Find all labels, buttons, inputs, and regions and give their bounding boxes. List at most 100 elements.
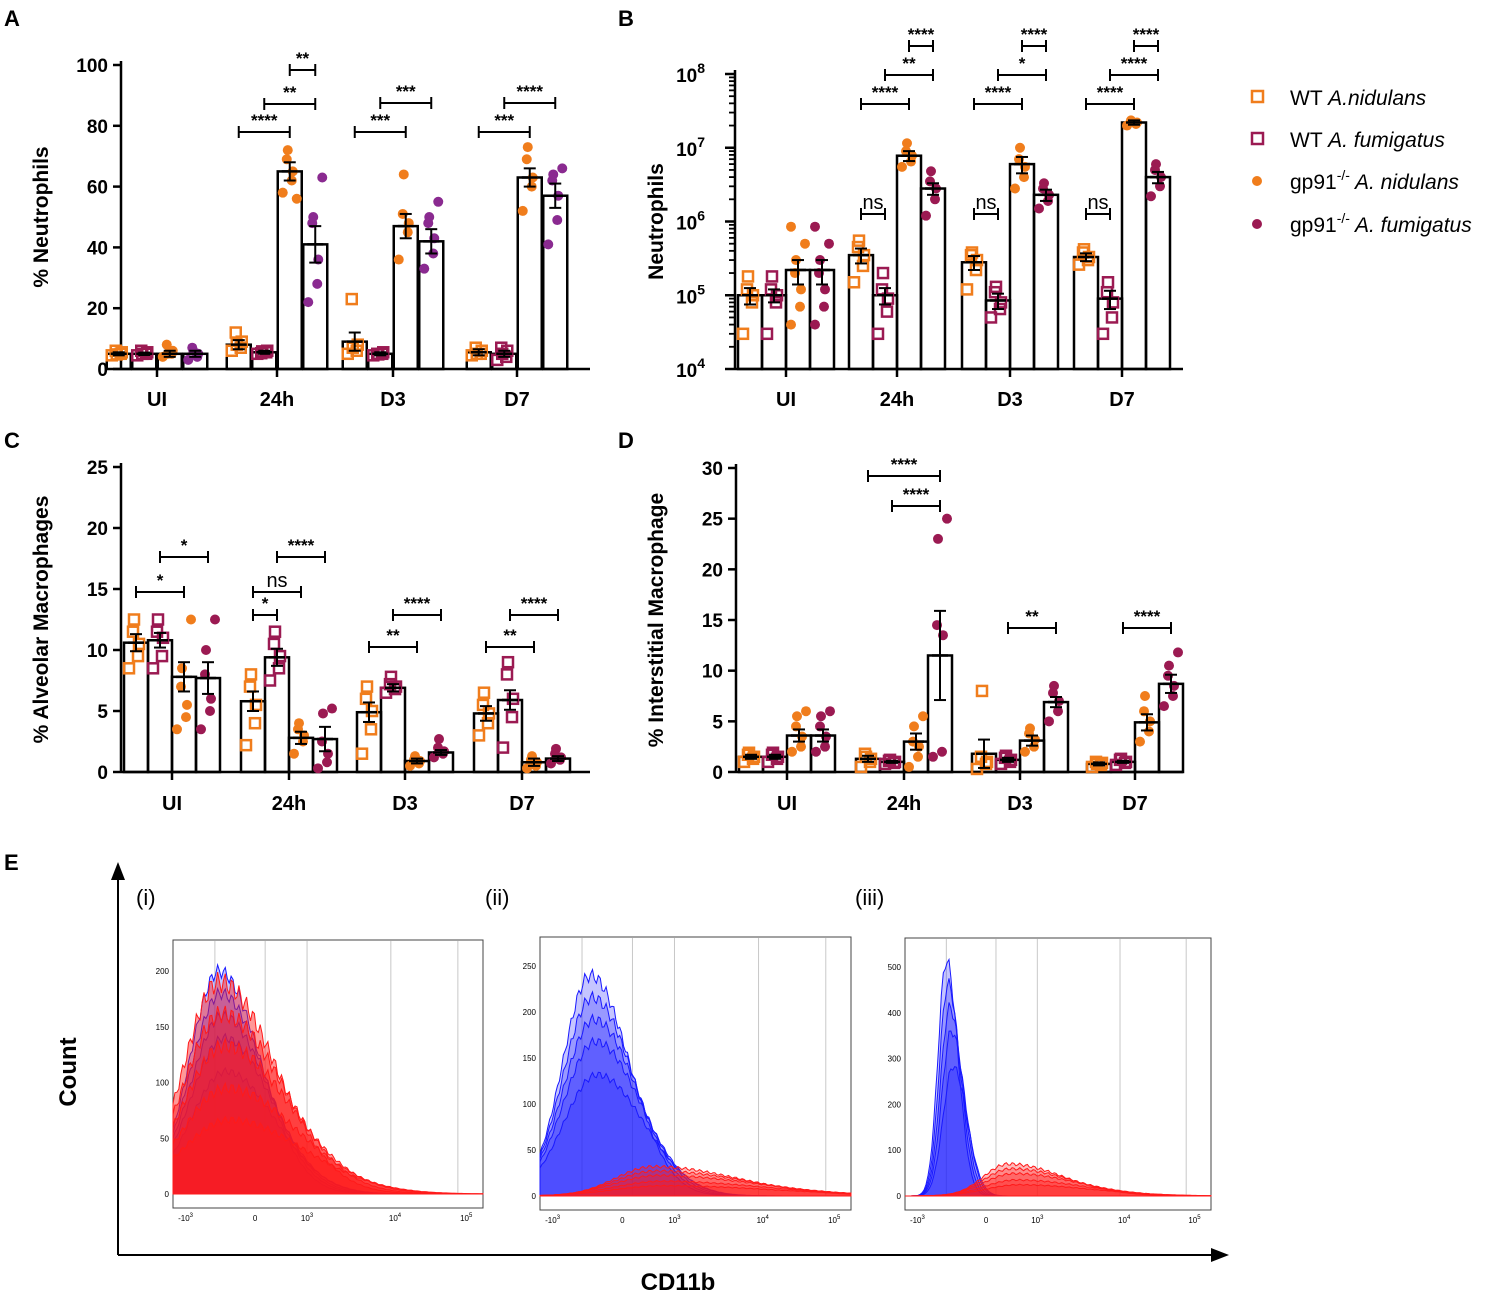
histogram-y-tick: 300 <box>888 1055 902 1064</box>
data-point <box>974 750 988 764</box>
sig-label: **** <box>872 83 899 102</box>
data-point <box>787 746 797 757</box>
y-tick-label: 0 <box>712 763 723 784</box>
bar <box>1072 255 1100 371</box>
x-tick-base: 0 <box>984 1216 989 1225</box>
x-tick-base: 10 <box>1031 1216 1040 1225</box>
data-point <box>424 212 435 222</box>
data-point <box>150 625 164 638</box>
y-tick-base: 10 <box>676 140 697 161</box>
red-histogram <box>539 1173 852 1197</box>
data-point <box>398 169 409 180</box>
y-axis-label: Neutrophils <box>645 163 668 280</box>
data-point <box>546 758 556 769</box>
histogram-x-tick: 105 <box>460 1213 473 1223</box>
data-point <box>1105 311 1119 324</box>
data-point <box>155 649 169 663</box>
data-point <box>741 270 755 283</box>
category-label: UI <box>162 793 182 815</box>
sig-label: ** <box>296 49 310 68</box>
data-point <box>419 263 430 274</box>
x-tick-exponent: 4 <box>766 1215 770 1221</box>
data-point <box>201 645 211 655</box>
y-tick-exponent: 7 <box>697 134 705 150</box>
data-point <box>1019 172 1029 183</box>
data-point <box>393 254 404 265</box>
data-point <box>521 154 532 165</box>
data-point <box>1015 142 1025 153</box>
legend-italic: A.nidulans <box>1326 87 1427 110</box>
y-tick-label: 105 <box>676 281 705 308</box>
data-point <box>847 276 861 289</box>
histogram-frame <box>904 937 1212 1211</box>
red-histogram <box>539 1184 852 1197</box>
histogram-x-tick: -103 <box>178 1213 194 1223</box>
sig-label: * <box>157 571 164 590</box>
data-point <box>1159 701 1169 712</box>
legend-item: WT A.nidulans <box>1250 87 1427 110</box>
x-tick-base: 10 <box>460 1214 469 1223</box>
sig-label: **** <box>1134 607 1161 626</box>
legend-item: WT A. fumigatus <box>1250 129 1445 152</box>
data-point <box>501 655 515 669</box>
panel-d: D % Interstitial Macrophage 0 5 10 15 20 25 30 UI… <box>618 428 1185 815</box>
y-tick-label: 20 <box>87 299 108 320</box>
data-point <box>313 763 323 774</box>
data-point <box>1135 736 1145 747</box>
data-point <box>249 698 263 712</box>
x-tick-exponent: 3 <box>677 1215 681 1221</box>
data-point <box>551 743 561 754</box>
data-point <box>244 668 258 681</box>
data-point <box>918 711 928 722</box>
y-tick-exponent: 6 <box>697 208 705 224</box>
data-point <box>800 238 810 249</box>
sig-label: **** <box>1021 25 1048 44</box>
data-point <box>327 703 337 714</box>
data-point <box>186 614 196 625</box>
data-point <box>172 724 182 735</box>
bar <box>1032 193 1060 371</box>
histogram-x-tick: 0 <box>984 1216 989 1225</box>
y-tick-label: 108 <box>676 60 705 87</box>
legend-text: gp91 <box>1290 171 1337 194</box>
sig-label: ** <box>902 54 916 73</box>
data-point <box>196 724 206 735</box>
red-histogram <box>172 1115 484 1195</box>
data-point <box>267 637 281 651</box>
sig-label: *** <box>396 82 416 101</box>
data-point <box>360 680 374 693</box>
bar <box>472 712 500 774</box>
histogram-x-tick: -103 <box>545 1215 561 1225</box>
data-point <box>355 747 369 760</box>
data-point <box>1039 178 1049 189</box>
data-point <box>819 301 829 312</box>
data-point <box>852 234 866 247</box>
data-point <box>965 246 979 259</box>
data-point <box>913 751 923 762</box>
x-tick-base: 10 <box>301 1214 310 1223</box>
data-point <box>1173 647 1183 658</box>
data-point <box>477 686 491 699</box>
category-label: D3 <box>997 389 1023 411</box>
y-tick-base: 10 <box>676 66 697 87</box>
panel-letter: D <box>618 428 634 453</box>
y-tick-label: 10 <box>702 662 723 683</box>
data-point <box>933 533 943 544</box>
histogram-x-tick: 104 <box>389 1213 402 1223</box>
histogram-x-tick: 0 <box>253 1214 258 1223</box>
data-point <box>1049 680 1059 691</box>
category-label: 24h <box>880 389 914 411</box>
histogram-x-tick: 104 <box>757 1215 770 1225</box>
y-tick-label: 5 <box>97 702 108 723</box>
data-point <box>942 513 952 524</box>
big-x-arrow <box>1211 1248 1229 1262</box>
data-point <box>500 668 514 681</box>
data-point <box>880 305 894 318</box>
data-point <box>433 196 444 207</box>
data-point <box>277 187 288 198</box>
data-point <box>151 613 165 626</box>
data-point <box>126 625 140 638</box>
data-point <box>937 746 947 757</box>
